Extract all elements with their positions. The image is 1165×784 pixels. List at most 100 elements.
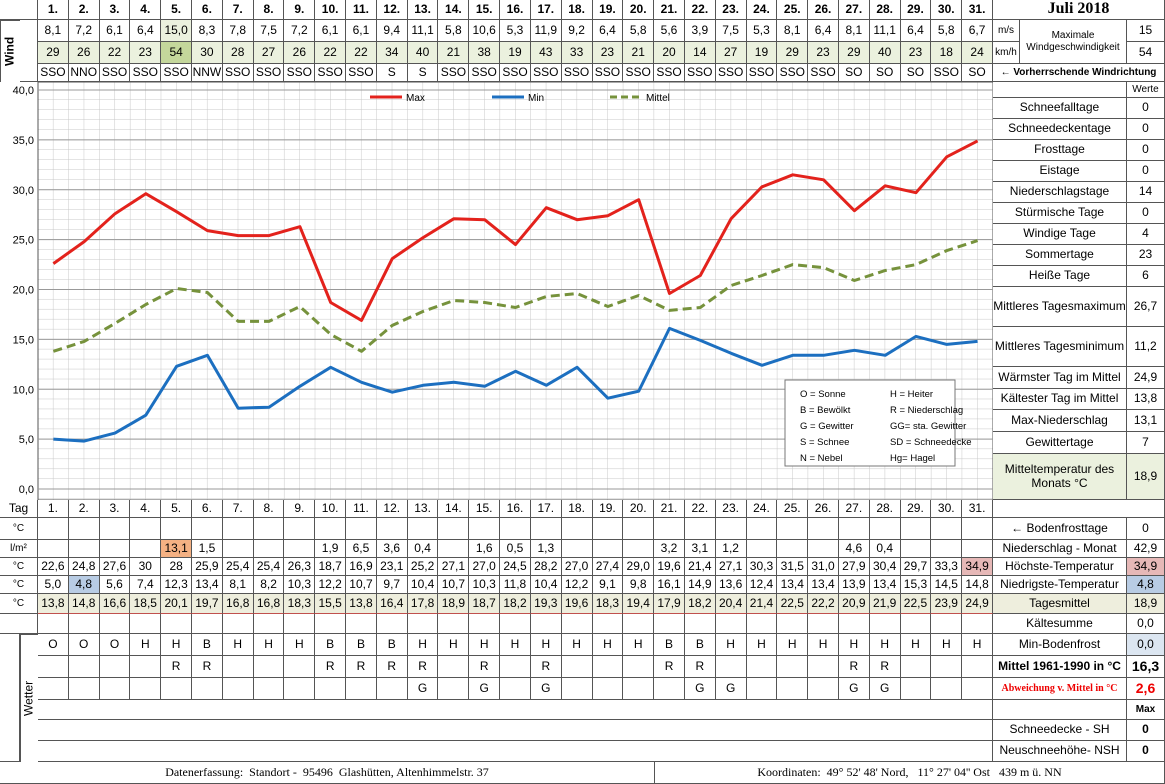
max-temp: 31,0 <box>808 558 839 576</box>
frost-cell <box>838 518 870 540</box>
frost-cell <box>500 518 531 540</box>
rain-value <box>438 540 470 558</box>
day-label: 14. <box>438 500 470 518</box>
weather-code: O <box>68 634 100 656</box>
wind-direction: SSO <box>315 64 347 82</box>
min-temp: 13,4 <box>808 576 839 594</box>
wind-ms: 11,9 <box>530 20 562 42</box>
wind-ms: 6,4 <box>130 20 162 42</box>
weather-code <box>592 678 624 700</box>
wind-ms: 3,9 <box>684 20 716 42</box>
y-tick-label: 30,0 <box>13 185 34 197</box>
min-temp: 8,2 <box>253 576 285 594</box>
weather-code: H <box>962 634 993 656</box>
max-temp: 30,3 <box>746 558 778 576</box>
stats-header: Werte <box>1127 82 1165 98</box>
wind-kmh: 28 <box>222 42 254 64</box>
day-label: 24. <box>746 0 778 20</box>
wind-kmh: 22 <box>315 42 347 64</box>
wind-ms: 6,4 <box>900 20 932 42</box>
blank <box>838 614 870 634</box>
blank <box>623 614 655 634</box>
weather-code <box>38 678 69 700</box>
y-tick-label: 0,0 <box>19 484 34 496</box>
mean-temp: 21,9 <box>869 594 901 614</box>
min-temp: 8,1 <box>222 576 254 594</box>
y-tick-label: 25,0 <box>13 235 34 247</box>
weather-code <box>99 678 131 700</box>
summary-value: 4,8 <box>1127 576 1165 594</box>
rain-value <box>777 540 809 558</box>
summary-value: 0,0 <box>1127 634 1165 656</box>
weather-code: R <box>346 656 377 678</box>
day-label: 17. <box>530 0 562 20</box>
rain-value <box>592 540 624 558</box>
min-temp: 10,3 <box>284 576 316 594</box>
stat-value: 13,1 <box>1127 410 1165 432</box>
mean-temp: 14,8 <box>68 594 100 614</box>
wind-direction: SSO <box>777 64 809 82</box>
max-temp: 33,3 <box>931 558 963 576</box>
weather-code: G <box>715 678 747 700</box>
day-label: 18. <box>561 0 593 20</box>
weather-code: R <box>376 656 408 678</box>
weather-label: Wetter <box>20 634 38 762</box>
mean-temp: 18,5 <box>130 594 162 614</box>
stat-value: 0 <box>1127 140 1165 161</box>
weather-code: R <box>838 656 870 678</box>
frost-cell <box>900 518 932 540</box>
frost-cell <box>376 518 408 540</box>
frost-cell <box>315 518 347 540</box>
wind-kmh: 20 <box>654 42 685 64</box>
max-temp: 28,2 <box>530 558 562 576</box>
summary-value: 0 <box>1127 720 1165 741</box>
day-label: 20. <box>623 0 655 20</box>
frost-cell <box>684 518 716 540</box>
blank <box>38 700 993 720</box>
weather-code <box>68 678 100 700</box>
frost-cell <box>715 518 747 540</box>
weather-code <box>654 678 685 700</box>
max-temp: 27,0 <box>469 558 501 576</box>
max-wind-kmh: 54 <box>1127 42 1165 64</box>
weather-code: H <box>130 634 162 656</box>
rain-value <box>808 540 839 558</box>
mean-temp: 18,2 <box>684 594 716 614</box>
day-label: 8. <box>253 500 285 518</box>
day-label: 14. <box>438 0 470 20</box>
stat-label: Heiße Tage <box>993 266 1127 287</box>
max-temp: 18,7 <box>315 558 347 576</box>
min-temp: 14,8 <box>962 576 993 594</box>
max-temp: 25,2 <box>407 558 439 576</box>
stat-value: 7 <box>1127 432 1165 454</box>
day-label: 10. <box>315 0 347 20</box>
blank <box>253 614 285 634</box>
max-temp: 27,6 <box>99 558 131 576</box>
row-label: °C <box>0 518 38 540</box>
rain-value <box>253 540 285 558</box>
wind-ms: 5,8 <box>931 20 963 42</box>
day-label: 9. <box>284 500 316 518</box>
summary-value: 42,9 <box>1127 540 1165 558</box>
summary-label: Niederschlag - Monat <box>993 540 1127 558</box>
max-temp: 21,4 <box>684 558 716 576</box>
min-temp: 10,4 <box>530 576 562 594</box>
blank <box>592 614 624 634</box>
series-line <box>53 326 978 443</box>
stat-value: 0 <box>1127 119 1165 140</box>
stat-label: Mitteltemperatur des Monats °C <box>993 454 1127 500</box>
wind-direction: SSO <box>746 64 778 82</box>
mean-temp: 17,9 <box>654 594 685 614</box>
wind-direction: SSO <box>808 64 839 82</box>
max-temp: 24,5 <box>500 558 531 576</box>
weather-code <box>962 678 993 700</box>
max-temp: 34,9 <box>962 558 993 576</box>
wind-direction: SO <box>962 64 993 82</box>
weather-code <box>715 656 747 678</box>
frost-cell <box>407 518 439 540</box>
wind-ms: 6,1 <box>346 20 377 42</box>
min-temp: 9,1 <box>592 576 624 594</box>
max-wind-label: Maximale Windgeschwindigkeit <box>1020 20 1127 64</box>
day-label: 30. <box>931 0 963 20</box>
